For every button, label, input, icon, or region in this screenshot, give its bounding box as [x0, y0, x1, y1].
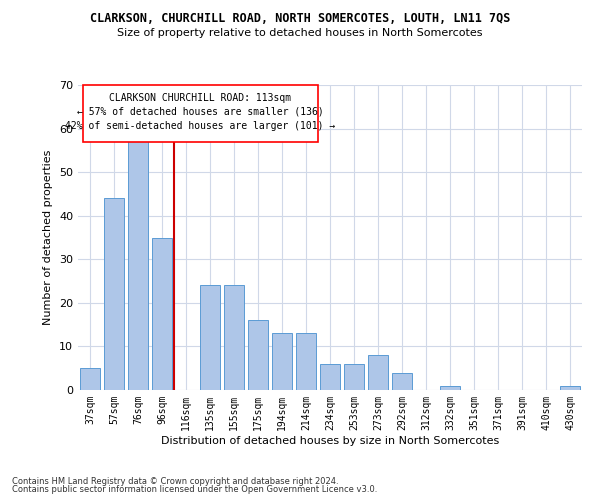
Bar: [224, 286, 244, 390]
Bar: [368, 355, 388, 390]
Bar: [80, 368, 100, 390]
Text: ← 57% of detached houses are smaller (136): ← 57% of detached houses are smaller (13…: [77, 107, 324, 117]
Text: 42% of semi-detached houses are larger (101) →: 42% of semi-detached houses are larger (…: [65, 120, 335, 130]
X-axis label: Distribution of detached houses by size in North Somercotes: Distribution of detached houses by size …: [161, 436, 499, 446]
Bar: [344, 364, 364, 390]
Bar: [83, 85, 318, 141]
Bar: [104, 198, 124, 390]
Bar: [272, 334, 292, 390]
Bar: [152, 238, 172, 390]
Bar: [560, 386, 580, 390]
Bar: [248, 320, 268, 390]
Bar: [296, 334, 316, 390]
Bar: [200, 286, 220, 390]
Text: Contains HM Land Registry data © Crown copyright and database right 2024.: Contains HM Land Registry data © Crown c…: [12, 477, 338, 486]
Text: Size of property relative to detached houses in North Somercotes: Size of property relative to detached ho…: [117, 28, 483, 38]
Text: CLARKSON CHURCHILL ROAD: 113sqm: CLARKSON CHURCHILL ROAD: 113sqm: [109, 93, 292, 103]
Text: Contains public sector information licensed under the Open Government Licence v3: Contains public sector information licen…: [12, 485, 377, 494]
Bar: [440, 386, 460, 390]
Y-axis label: Number of detached properties: Number of detached properties: [43, 150, 53, 325]
Bar: [392, 372, 412, 390]
Bar: [320, 364, 340, 390]
Bar: [128, 133, 148, 390]
Text: CLARKSON, CHURCHILL ROAD, NORTH SOMERCOTES, LOUTH, LN11 7QS: CLARKSON, CHURCHILL ROAD, NORTH SOMERCOT…: [90, 12, 510, 26]
